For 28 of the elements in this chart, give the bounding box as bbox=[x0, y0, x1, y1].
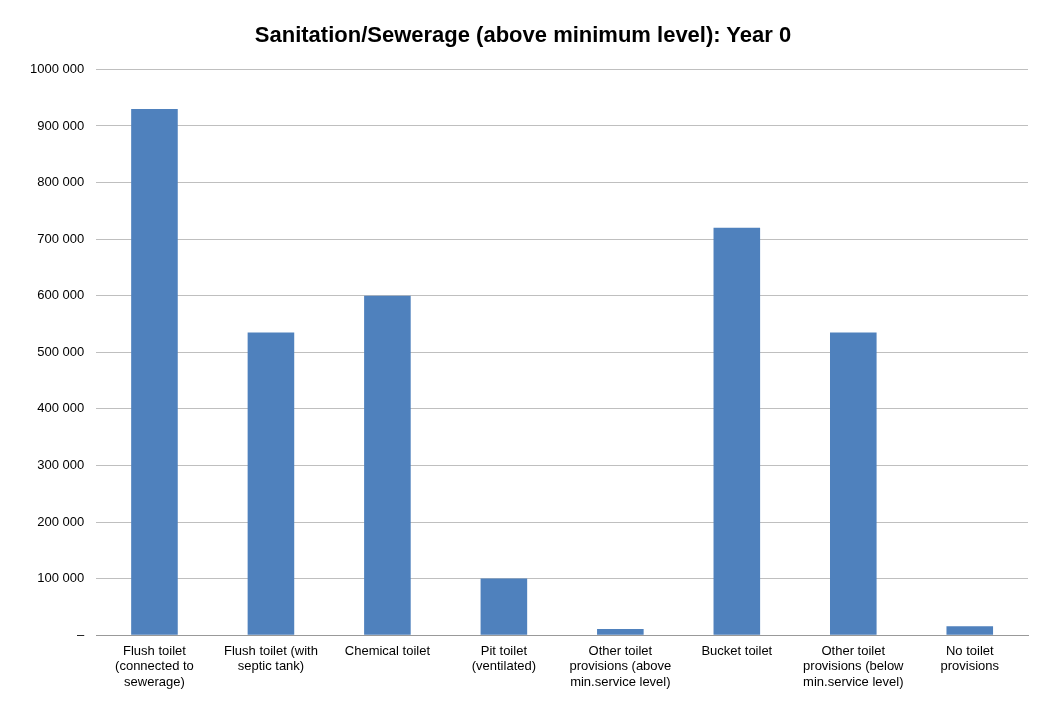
x-tick-label: Other toilet provisions (below min.service level) bbox=[803, 642, 905, 689]
x-tick-label: Chemical toilet bbox=[344, 642, 431, 658]
y-tick-label: 1000 000 bbox=[29, 60, 85, 76]
y-tick-label: 400 000 bbox=[37, 400, 85, 416]
x-tick-label: Bucket toilet bbox=[701, 642, 773, 658]
y-tick-label: 900 000 bbox=[37, 117, 85, 133]
bar bbox=[480, 578, 528, 635]
bar bbox=[247, 332, 295, 635]
y-tick-label: 500 000 bbox=[37, 343, 85, 359]
y-tick-label: 700 000 bbox=[37, 230, 85, 246]
bar bbox=[364, 295, 411, 635]
y-tick-label: – bbox=[76, 626, 85, 642]
y-tick-label: 600 000 bbox=[37, 287, 85, 303]
x-tick-label: Flush toilet (connected to sewerage) bbox=[115, 642, 194, 689]
bar bbox=[131, 109, 178, 635]
x-tick-label: Pit toilet (ventilated) bbox=[471, 642, 537, 674]
y-tick-label: 200 000 bbox=[37, 513, 85, 529]
x-tick-label: Flush toilet (with septic tank) bbox=[223, 642, 318, 674]
y-tick-label: 100 000 bbox=[37, 570, 85, 586]
chart-title: Sanitation/Sewerage (above minimum level): Year 0 bbox=[254, 22, 792, 48]
y-tick-label: 800 000 bbox=[37, 174, 85, 190]
bar bbox=[830, 332, 877, 635]
bar bbox=[946, 626, 994, 635]
y-tick-label: 300 000 bbox=[37, 457, 85, 473]
x-tick-label: No toilet provisions bbox=[940, 642, 1000, 674]
bar bbox=[597, 628, 644, 635]
x-tick-label: Other toilet provisions (above min.service level) bbox=[569, 642, 672, 689]
bar bbox=[713, 227, 761, 635]
